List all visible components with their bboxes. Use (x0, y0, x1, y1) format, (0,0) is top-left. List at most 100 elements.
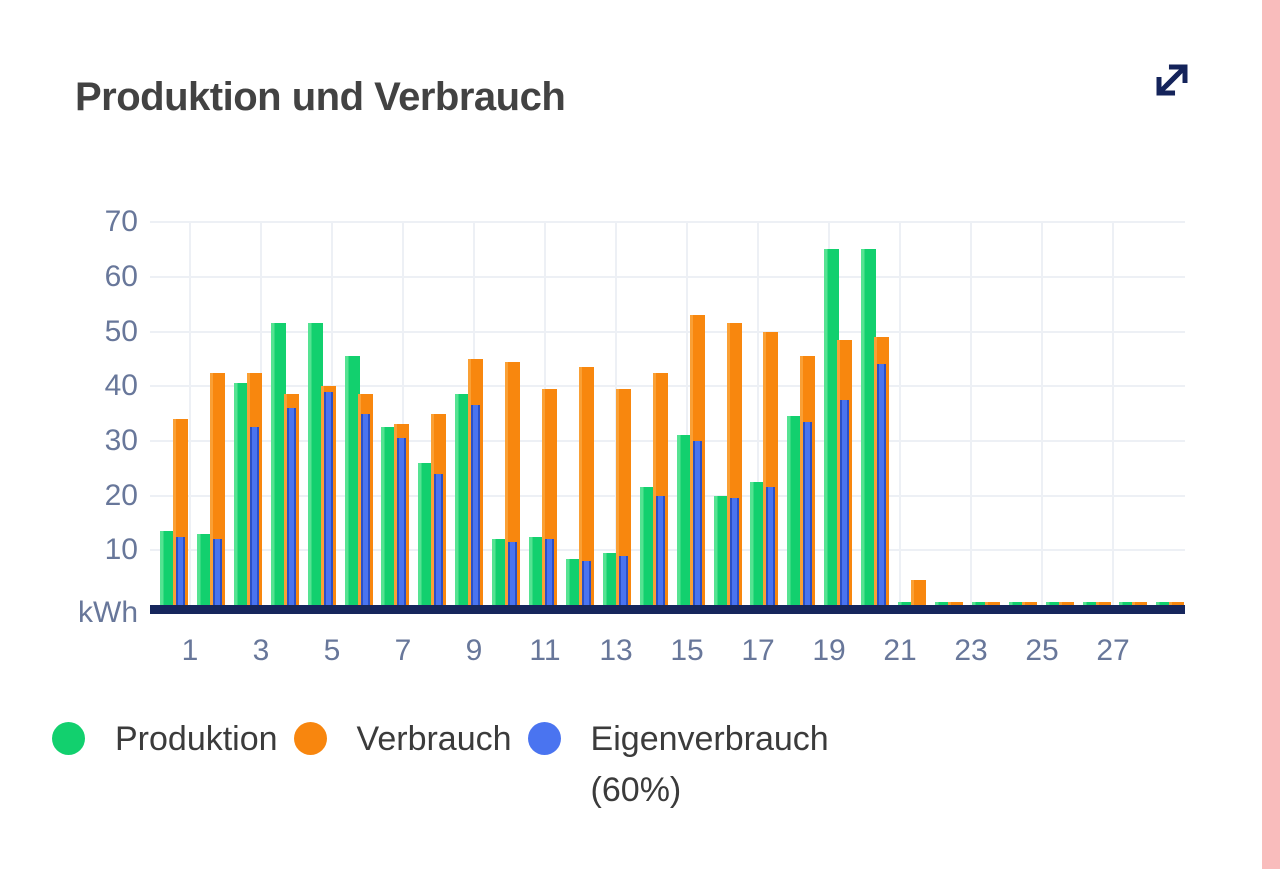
legend-item-eigenverbrauch-60[interactable]: Eigenverbrauch (60%) (527, 714, 891, 816)
bar-eigenverbrauch-day-5[interactable] (323, 391, 333, 605)
legend-swatch-produktion (52, 722, 85, 755)
bar-eigenverbrauch-day-16[interactable] (729, 498, 739, 605)
bar-produktion-day-18[interactable] (787, 416, 803, 605)
y-tick-label: 50 (104, 314, 138, 348)
bar-produktion-day-15[interactable] (676, 435, 692, 605)
bar-produktion-day-25[interactable] (1045, 602, 1061, 605)
bar-verbrauch-day-26[interactable] (1095, 602, 1111, 605)
bar-verbrauch-day-23[interactable] (984, 602, 1000, 605)
bar-produktion-day-13[interactable] (602, 553, 618, 605)
legend-item-verbrauch[interactable]: Verbrauch (293, 714, 512, 765)
bar-verbrauch-day-12[interactable] (578, 367, 594, 605)
x-tick-label: 13 (599, 634, 633, 667)
bar-eigenverbrauch-day-2[interactable] (212, 539, 222, 605)
y-tick-label: 20 (104, 478, 138, 512)
bar-produktion-day-7[interactable] (381, 427, 397, 605)
expand-icon (1156, 64, 1188, 96)
legend: Produktion Verbrauch Eigenverbrauch (60%) (52, 714, 891, 816)
adjacent-panel-strip (1262, 0, 1280, 869)
bar-produktion-day-17[interactable] (750, 481, 766, 605)
legend-label: Produktion (115, 720, 278, 758)
bar-produktion-day-21[interactable] (898, 602, 913, 605)
y-tick-label: 70 (104, 205, 138, 239)
legend-label: Eigenverbrauch (60%) (590, 720, 829, 809)
vertical-gridline (189, 222, 191, 605)
legend-swatch-eigenverbrauch-60 (527, 722, 561, 755)
bar-produktion-day-12[interactable] (565, 558, 581, 605)
bar-produktion-day-10[interactable] (492, 539, 508, 605)
x-tick-label: 17 (741, 634, 775, 667)
expand-button[interactable] (1144, 52, 1200, 108)
bar-produktion-day-28[interactable] (1156, 602, 1172, 605)
vertical-gridline (757, 222, 759, 605)
x-tick-label: 21 (883, 634, 917, 667)
x-tick-label: 27 (1096, 634, 1130, 667)
bar-produktion-day-26[interactable] (1082, 602, 1098, 605)
x-tick-label: 5 (323, 634, 341, 667)
bar-eigenverbrauch-day-14[interactable] (655, 495, 665, 605)
bar-produktion-day-20[interactable] (861, 249, 877, 605)
x-tick-label: 3 (252, 634, 270, 667)
vertical-gridline (1041, 222, 1043, 605)
legend-item-produktion[interactable]: Produktion (52, 714, 278, 765)
bar-verbrauch-day-28[interactable] (1169, 602, 1185, 605)
bar-eigenverbrauch-day-10[interactable] (508, 542, 518, 605)
horizontal-gridline (150, 330, 1185, 333)
bar-eigenverbrauch-day-7[interactable] (397, 438, 407, 605)
bar-eigenverbrauch-day-6[interactable] (360, 413, 370, 605)
x-axis-baseline (150, 605, 1185, 614)
bar-eigenverbrauch-day-18[interactable] (803, 421, 813, 605)
bar-eigenverbrauch-day-19[interactable] (840, 399, 850, 605)
bar-eigenverbrauch-day-8[interactable] (434, 473, 444, 605)
bar-produktion-day-23[interactable] (971, 602, 987, 605)
bar-eigenverbrauch-day-11[interactable] (545, 539, 554, 605)
bar-produktion-day-27[interactable] (1119, 602, 1135, 605)
bar-eigenverbrauch-day-20[interactable] (877, 364, 887, 605)
vertical-gridline (899, 222, 901, 605)
bar-produktion-day-22[interactable] (934, 602, 950, 605)
bar-produktion-day-9[interactable] (455, 394, 471, 605)
bar-produktion-day-16[interactable] (713, 495, 729, 605)
y-axis-unit-label: kWh (78, 596, 138, 629)
bar-eigenverbrauch-day-12[interactable] (581, 561, 591, 605)
bar-verbrauch-day-13[interactable] (615, 388, 631, 605)
bar-verbrauch-day-24[interactable] (1021, 602, 1037, 605)
bar-eigenverbrauch-day-9[interactable] (471, 405, 481, 605)
y-tick-label: 40 (104, 369, 138, 403)
bar-produktion-day-24[interactable] (1008, 602, 1024, 605)
bar-produktion-day-4[interactable] (270, 323, 286, 605)
x-tick-label: 1 (181, 634, 199, 667)
x-tick-label: 15 (670, 634, 704, 667)
bar-verbrauch-day-25[interactable] (1058, 602, 1074, 605)
bar-verbrauch-day-22[interactable] (947, 602, 963, 605)
x-tick-label: 7 (394, 634, 412, 667)
horizontal-gridline (150, 221, 1185, 224)
bar-eigenverbrauch-day-4[interactable] (286, 408, 296, 605)
bar-produktion-day-11[interactable] (529, 536, 544, 605)
bar-produktion-day-1[interactable] (160, 531, 175, 605)
bar-produktion-day-19[interactable] (824, 249, 840, 605)
bar-produktion-day-3[interactable] (233, 383, 249, 605)
y-tick-label: 30 (104, 423, 138, 457)
x-tick-label: 25 (1025, 634, 1059, 667)
bar-eigenverbrauch-day-1[interactable] (176, 536, 185, 605)
bar-produktion-day-5[interactable] (307, 323, 323, 605)
bar-produktion-day-14[interactable] (639, 487, 655, 605)
bar-verbrauch-day-21[interactable] (911, 580, 926, 605)
bar-produktion-day-6[interactable] (344, 356, 360, 605)
horizontal-gridline (150, 275, 1185, 278)
vertical-gridline (1112, 222, 1114, 605)
bar-produktion-day-8[interactable] (418, 462, 434, 605)
vertical-gridline (686, 222, 688, 605)
bar-produktion-day-2[interactable] (196, 533, 212, 605)
bar-eigenverbrauch-day-13[interactable] (618, 555, 628, 605)
bar-eigenverbrauch-day-17[interactable] (766, 487, 776, 605)
bar-eigenverbrauch-day-3[interactable] (249, 427, 259, 605)
bar-verbrauch-day-27[interactable] (1132, 602, 1148, 605)
x-tick-label: 11 (529, 634, 561, 667)
bar-eigenverbrauch-day-15[interactable] (692, 440, 702, 605)
vertical-gridline (402, 222, 404, 605)
x-tick-label: 19 (812, 634, 846, 667)
vertical-gridline (970, 222, 972, 605)
